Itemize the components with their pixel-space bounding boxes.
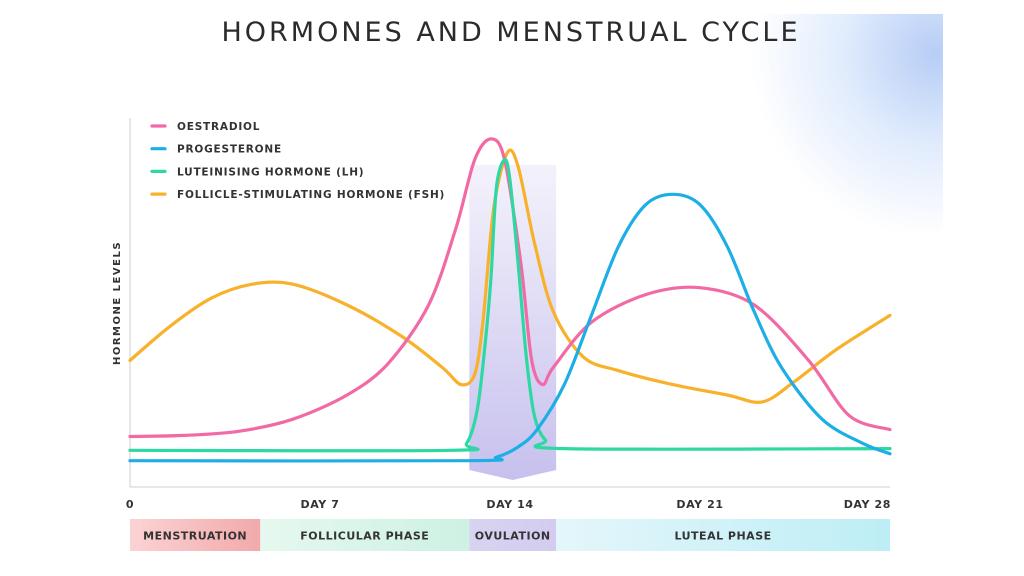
phase-label: FOLLICULAR PHASE bbox=[300, 530, 429, 543]
series-line-follicle-stimulating-hormone-fsh bbox=[128, 148, 892, 404]
phase-label: MENSTRUATION bbox=[143, 530, 247, 543]
chart-title: HORMONES AND MENSTRUAL CYCLE bbox=[221, 17, 800, 48]
legend-label: FOLLICLE-STIMULATING HORMONE (FSH) bbox=[177, 189, 445, 201]
phase-bar: MENSTRUATION FOLLICULAR PHASE OVULATION LUT… bbox=[130, 519, 890, 551]
legend-label: OESTRADIOL bbox=[177, 121, 260, 133]
legend-label: LUTEINISING HORMONE (LH) bbox=[177, 166, 364, 178]
x-tick-layer: 0 DAY 7 DAY 14 DAY 21 DAY 28 bbox=[126, 498, 891, 511]
x-tick-label: DAY 28 bbox=[844, 498, 891, 511]
legend: OESTRADIOL PROGESTERONE LUTEINISING HORMON… bbox=[150, 121, 445, 201]
x-tick-label: DAY 14 bbox=[486, 498, 533, 511]
series-layer bbox=[128, 137, 892, 463]
series-line-luteinising-hormone-lh bbox=[128, 157, 892, 453]
phase-segment-luteal-phase bbox=[556, 519, 890, 551]
phase-segment-ovulation bbox=[469, 519, 557, 551]
series-line-progesterone bbox=[128, 192, 892, 463]
phase-segment-menstruation bbox=[130, 519, 261, 551]
legend-label: PROGESTERONE bbox=[177, 144, 282, 156]
phase-label: LUTEAL PHASE bbox=[675, 530, 772, 543]
x-tick-label: 0 bbox=[126, 498, 134, 511]
phase-segment-follicular-phase bbox=[260, 519, 470, 551]
y-axis-label: HORMONE LEVELS bbox=[112, 241, 123, 365]
phase-label: OVULATION bbox=[475, 530, 551, 543]
x-tick-label: DAY 7 bbox=[300, 498, 339, 511]
x-tick-label: DAY 21 bbox=[676, 498, 723, 511]
